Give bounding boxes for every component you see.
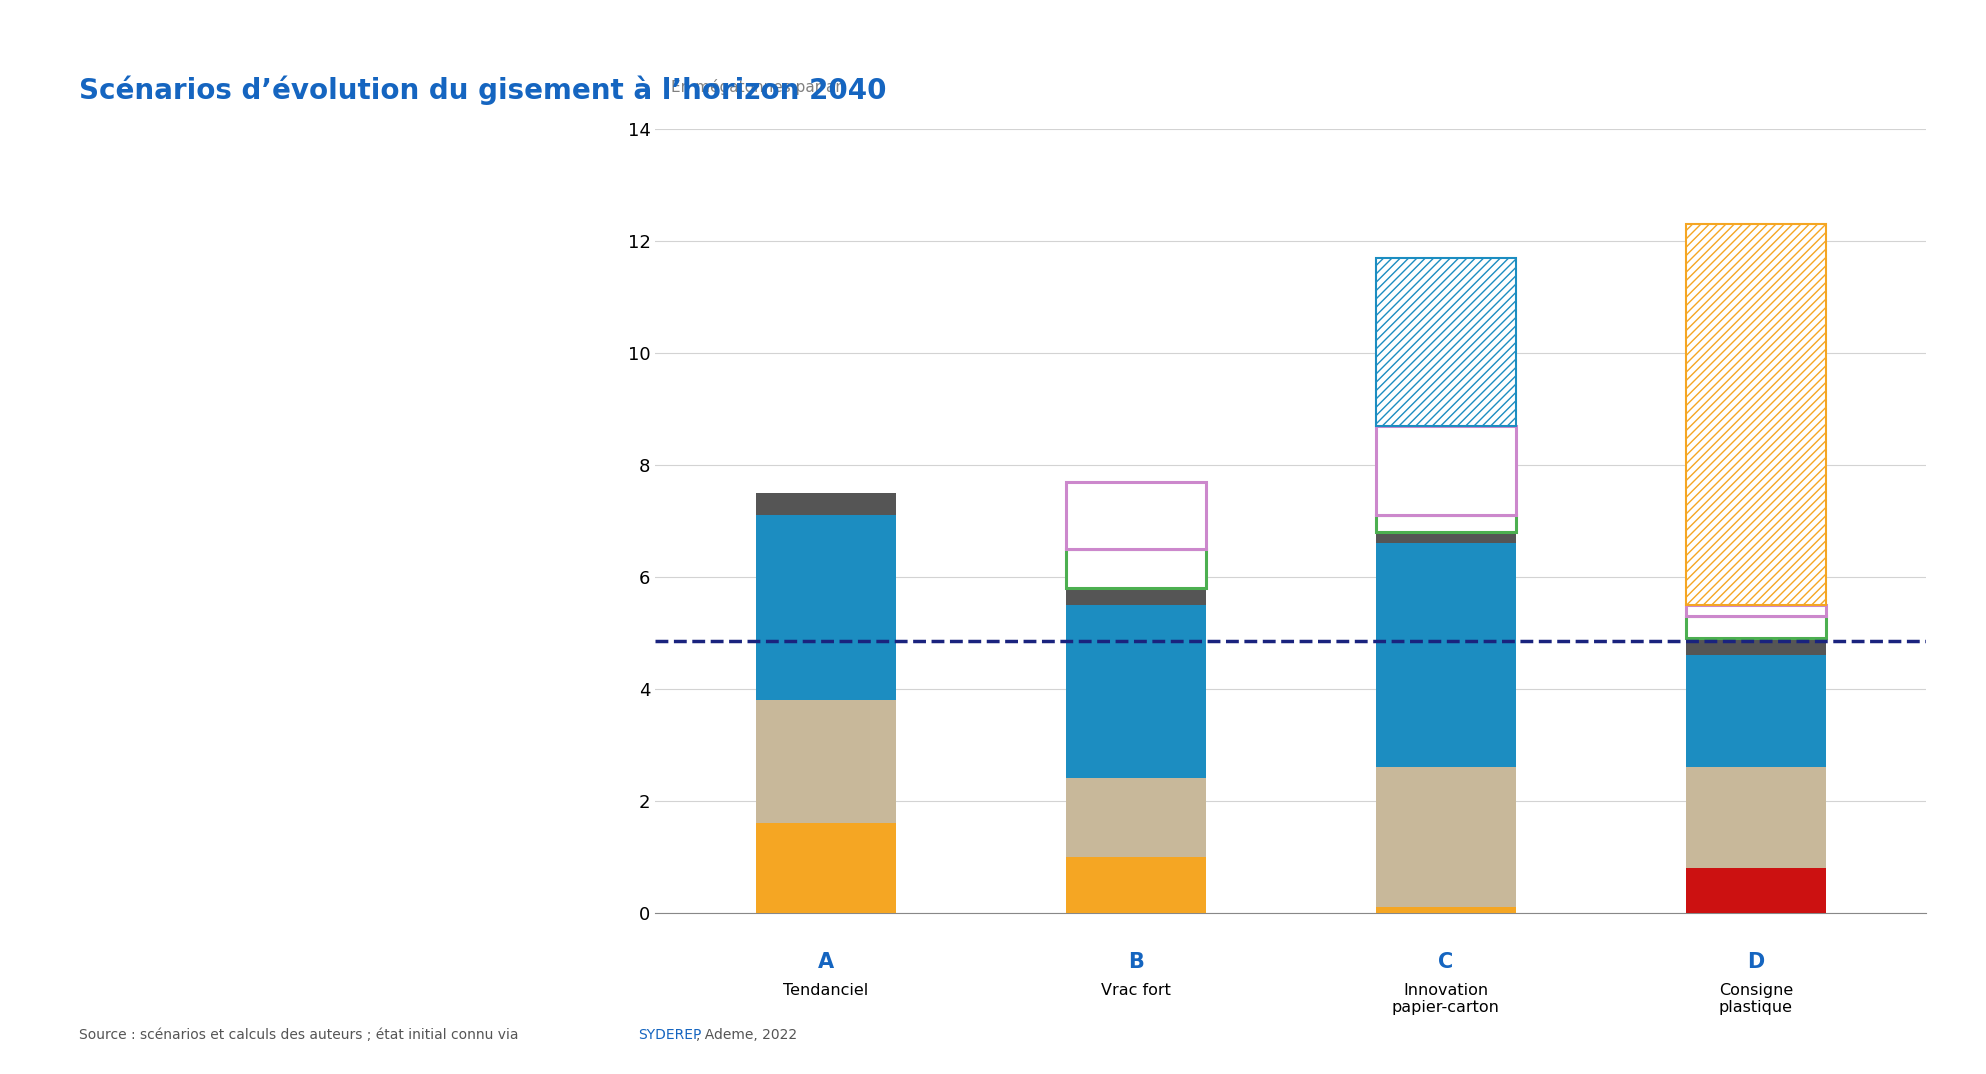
Text: , Ademe, 2022: , Ademe, 2022 [697, 1028, 796, 1042]
Bar [1686, 767, 1825, 868]
Bar [1066, 857, 1206, 913]
Text: Tendanciel: Tendanciel [782, 983, 868, 998]
Bar [1376, 767, 1515, 908]
Bar [1376, 532, 1515, 543]
Text: En mégatonnes par an: En mégatonnes par an [671, 79, 844, 96]
Bar [757, 493, 896, 516]
Bar [1376, 425, 1515, 516]
Bar [1376, 908, 1515, 913]
Bar [1376, 516, 1515, 532]
Text: A: A [818, 952, 834, 972]
Bar [757, 824, 896, 913]
Bar [1066, 589, 1206, 605]
Bar [1066, 779, 1206, 857]
Bar [1066, 605, 1206, 779]
Bar [757, 700, 896, 824]
Bar [1686, 868, 1825, 913]
Bar [1686, 616, 1825, 638]
Text: Vrac fort: Vrac fort [1100, 983, 1172, 998]
Bar [1376, 258, 1515, 425]
Text: Consigne
plastique: Consigne plastique [1718, 983, 1793, 1015]
Text: Source : scénarios et calculs des auteurs ; état initial connu via: Source : scénarios et calculs des auteur… [79, 1028, 524, 1042]
Bar [1686, 655, 1825, 767]
Text: Innovation
papier-carton: Innovation papier-carton [1392, 983, 1499, 1015]
Text: D: D [1748, 952, 1764, 972]
Text: B: B [1128, 952, 1144, 972]
Bar [1686, 605, 1825, 616]
Bar [1066, 549, 1206, 589]
Bar [1376, 543, 1515, 767]
Bar [1066, 482, 1206, 549]
Bar [757, 516, 896, 700]
Bar [1686, 638, 1825, 655]
Text: C: C [1438, 952, 1454, 972]
Bar [1686, 224, 1825, 605]
Text: Scénarios d’évolution du gisement à l’horizon 2040: Scénarios d’évolution du gisement à l’ho… [79, 75, 888, 104]
Text: SYDEREP: SYDEREP [638, 1028, 701, 1042]
